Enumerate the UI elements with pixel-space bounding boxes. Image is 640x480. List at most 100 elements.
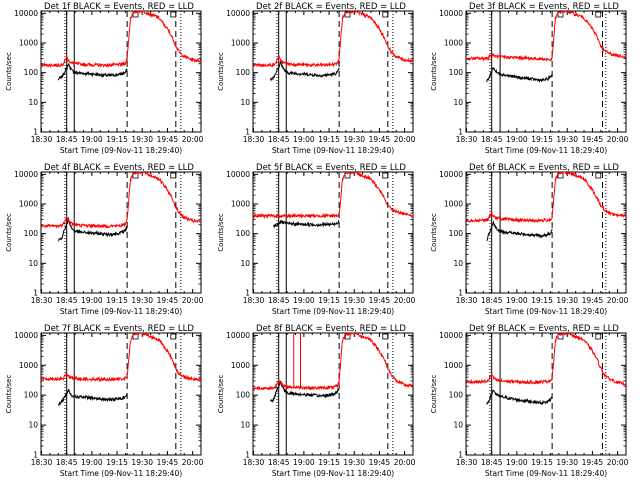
x-tick-label: 19:15 <box>318 135 340 144</box>
events-series-line <box>269 61 340 82</box>
panel-title: Det 5f BLACK = Events, RED = LLD <box>256 163 406 173</box>
x-tick-label: 18:30 <box>456 135 478 144</box>
y-tick-label: 1 <box>245 128 250 137</box>
x-tick-label: 20:00 <box>182 135 204 144</box>
y-tick-label: 1 <box>458 451 463 460</box>
events-series-line <box>57 388 128 407</box>
plot-area <box>41 11 201 132</box>
y-tick-label: 100 <box>449 229 464 238</box>
x-tick-label: 19:30 <box>556 135 578 144</box>
x-tick-label: 18:30 <box>456 458 478 467</box>
x-tick-label: 19:45 <box>369 135 391 144</box>
detector-panel-2: Det 2f BLACK = Events, RED = LLD Counts/s… <box>217 2 416 155</box>
detector-panel-5: Det 5f BLACK = Events, RED = LLD Counts/s… <box>217 163 416 316</box>
x-tick-label: 19:30 <box>556 296 578 305</box>
y-tick-label: 10000 <box>226 170 250 179</box>
panel-title: Det 2f BLACK = Events, RED = LLD <box>256 2 406 12</box>
lld-series-line <box>253 11 413 68</box>
x-tick-label: 19:00 <box>293 458 315 467</box>
x-tick-label: 19:00 <box>81 296 103 305</box>
y-tick-label: 10 <box>240 421 250 430</box>
events-series-line <box>58 216 128 242</box>
lld-series-line <box>466 11 626 62</box>
x-tick-label: 20:00 <box>394 135 416 144</box>
marker-box <box>382 11 389 18</box>
y-tick-label: 10 <box>28 421 38 430</box>
y-axis-label: Counts/sec <box>430 52 438 91</box>
x-tick-label: 18:45 <box>268 296 290 305</box>
panel-title: Det 8f BLACK = Events, RED = LLD <box>256 324 406 334</box>
y-tick-label: 1 <box>458 289 463 298</box>
y-tick-label: 10 <box>28 259 38 268</box>
x-tick-label: 19:45 <box>582 296 604 305</box>
y-tick-label: 1 <box>33 289 38 298</box>
panel-title: Det 9f BLACK = Events, RED = LLD <box>469 324 619 334</box>
x-axis-label: Start Time (09-Nov-11 18:29:40) <box>272 469 394 478</box>
marker-box <box>170 172 177 179</box>
marker-box <box>170 333 177 340</box>
y-tick-label: 10000 <box>14 331 38 340</box>
x-tick-label: 18:30 <box>243 458 265 467</box>
x-tick-label: 19:00 <box>293 135 315 144</box>
y-tick-label: 1000 <box>444 361 463 370</box>
plot-area <box>41 333 201 455</box>
plot-area <box>253 172 413 293</box>
x-tick-label: 19:30 <box>131 458 153 467</box>
x-tick-label: 19:30 <box>131 296 153 305</box>
x-tick-label: 18:45 <box>481 135 503 144</box>
x-tick-label: 20:00 <box>394 296 416 305</box>
y-tick-label: 10000 <box>14 170 38 179</box>
events-series-line <box>57 63 128 81</box>
x-tick-label: 19:30 <box>556 458 578 467</box>
y-tick-label: 100 <box>236 68 251 77</box>
y-tick-label: 10 <box>28 98 38 107</box>
plot-frame <box>252 332 414 456</box>
x-tick-label: 19:00 <box>293 296 315 305</box>
x-tick-label: 19:45 <box>369 296 391 305</box>
x-tick-label: 19:00 <box>506 458 528 467</box>
y-tick-label: 1 <box>33 128 38 137</box>
x-tick-label: 19:15 <box>531 296 553 305</box>
x-tick-label: 18:30 <box>243 135 265 144</box>
detector-panel-3: Det 3f BLACK = Events, RED = LLD Counts/s… <box>430 2 629 155</box>
detector-panel-1: Det 1f BLACK = Events, RED = LLD Counts/s… <box>5 2 204 155</box>
y-tick-label: 1000 <box>19 200 38 209</box>
y-axis-label: Counts/sec <box>430 375 438 414</box>
y-tick-label: 1000 <box>444 200 463 209</box>
x-tick-label: 19:30 <box>343 458 365 467</box>
y-tick-label: 1000 <box>231 200 250 209</box>
plot-frame <box>465 171 627 294</box>
plot-frame <box>40 10 202 133</box>
panel-title: Det 4f BLACK = Events, RED = LLD <box>44 163 194 173</box>
y-axis-label: Counts/sec <box>5 375 13 414</box>
x-axis-label: Start Time (09-Nov-11 18:29:40) <box>272 146 394 155</box>
x-tick-label: 20:00 <box>394 458 416 467</box>
x-tick-label: 19:15 <box>531 135 553 144</box>
x-tick-label: 18:30 <box>243 296 265 305</box>
lld-series-line <box>466 172 626 224</box>
plot-frame <box>465 10 627 133</box>
x-tick-label: 19:45 <box>369 458 391 467</box>
x-tick-label: 18:45 <box>268 135 290 144</box>
panel-title: Det 6f BLACK = Events, RED = LLD <box>469 163 619 173</box>
x-tick-label: 19:15 <box>106 135 128 144</box>
y-tick-label: 1 <box>33 451 38 460</box>
y-tick-label: 10 <box>240 98 250 107</box>
detector-panel-9: Det 9f BLACK = Events, RED = LLD Counts/s… <box>430 324 629 478</box>
x-tick-label: 18:45 <box>268 458 290 467</box>
y-tick-label: 100 <box>24 68 39 77</box>
plot-frame <box>252 171 414 294</box>
x-tick-label: 19:15 <box>106 296 128 305</box>
lld-series-line <box>253 333 413 392</box>
panel-title: Det 1f BLACK = Events, RED = LLD <box>44 2 194 12</box>
x-tick-label: 19:00 <box>81 135 103 144</box>
y-tick-label: 1000 <box>19 39 38 48</box>
x-tick-label: 19:15 <box>531 458 553 467</box>
y-tick-label: 1 <box>245 289 250 298</box>
y-tick-label: 1 <box>245 451 250 460</box>
events-series-line <box>486 220 553 242</box>
x-tick-label: 19:00 <box>506 135 528 144</box>
x-tick-label: 20:00 <box>607 458 629 467</box>
x-tick-label: 20:00 <box>607 135 629 144</box>
